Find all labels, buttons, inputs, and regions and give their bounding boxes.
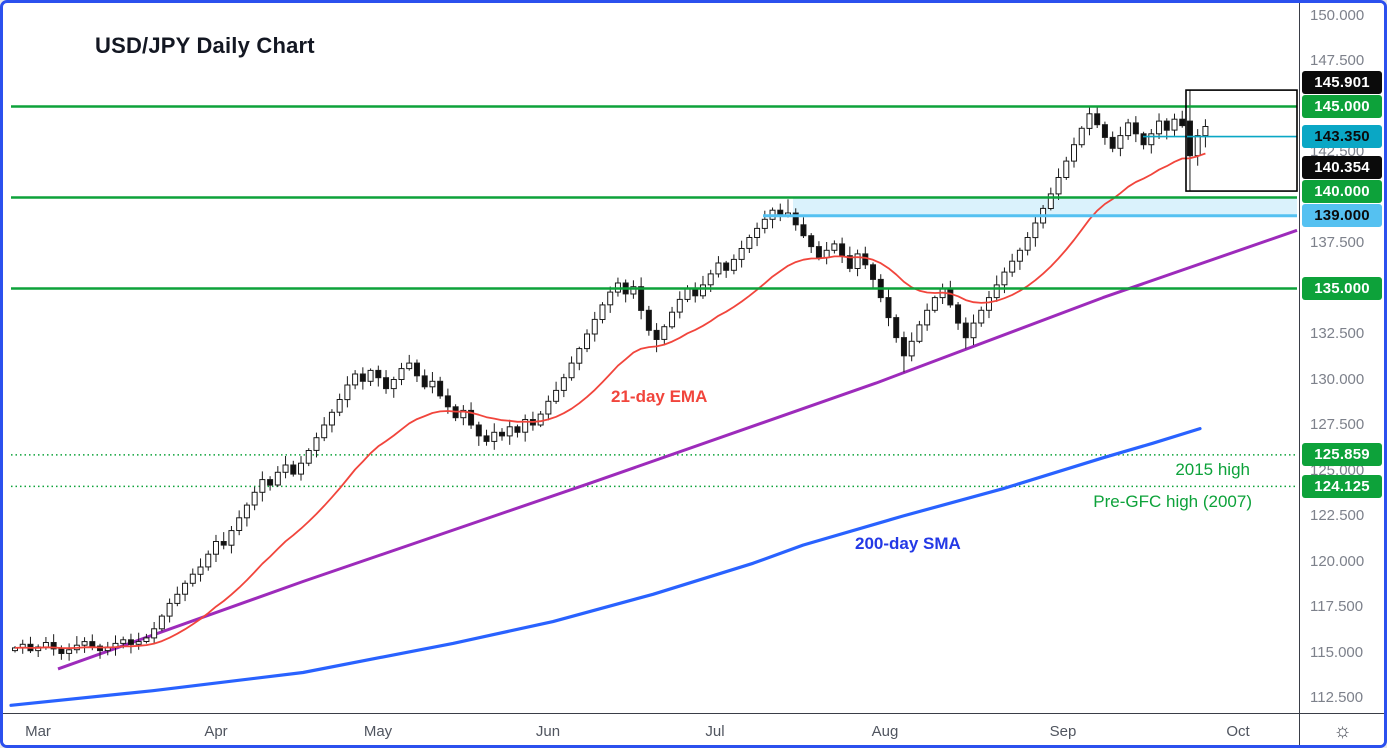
axis-settings-button[interactable]: ☼ [1299,713,1384,745]
price-badge-145.000: 145.000 [1302,95,1382,118]
price-badge-145.901: 145.901 [1302,71,1382,94]
month-label-Jun: Jun [535,723,561,740]
ema-line-label: 21-day EMA [611,387,708,406]
time-axis[interactable]: Mar Apr May Jun Jul Aug Sep Oct [3,713,1299,745]
price-tick-label: 122.500 [1310,507,1365,524]
axis-settings-icon: ☼ [1333,720,1352,742]
chart-title: USD/JPY Daily Chart [95,33,315,58]
sma-200-line[interactable] [9,427,1202,707]
price-tick-label: 130.000 [1310,370,1365,388]
price-tick-label: 137.500 [1310,234,1365,251]
sma-line-label: 200-day SMA [855,534,961,553]
month-label-Apr: Apr [204,723,228,740]
supply-zone[interactable] [793,197,1297,216]
ema-21-line[interactable] [14,152,1206,650]
price-tick-label: 150.000 [1310,6,1365,24]
price-tick-label: 120.000 [1310,552,1365,570]
trendline[interactable] [57,228,1298,671]
month-label-Jul: Jul [705,723,725,740]
price-badge-135.000: 135.000 [1302,277,1382,300]
price-badge-124.125: 124.125 [1302,474,1382,498]
level-label-2015-high: 2015 high [1175,460,1250,479]
month-label-Sep: Sep [1049,723,1077,740]
price-tick-label: 147.500 [1310,52,1365,69]
level-label-pre-gfc-high: Pre-GFC high (2007) [1093,492,1252,511]
price-badge-140.354: 140.354 [1302,156,1382,180]
price-tick-label: 132.500 [1310,325,1365,342]
price-badge-143.350: 143.350 [1302,125,1382,149]
range-box[interactable] [1185,89,1298,192]
price-axis[interactable]: 150.000147.500145.000142.500140.000137.5… [1299,3,1384,713]
month-label-May: May [363,723,393,740]
chart-canvas[interactable] [3,3,1299,713]
price-badge-139.000: 139.000 [1302,204,1382,228]
month-label-Oct: Oct [1226,723,1250,740]
price-badge-125.859: 125.859 [1302,443,1382,467]
price-tick-label: 127.500 [1310,416,1365,433]
month-label-Aug: Aug [871,723,899,740]
price-badge-140.000: 140.000 [1302,180,1382,204]
price-tick-label: 115.000 [1310,643,1364,661]
price-tick-label: 112.500 [1310,689,1364,706]
price-tick-label: 117.500 [1310,598,1364,615]
candlestick-series [12,90,1209,661]
month-label-Mar: Mar [25,723,51,740]
